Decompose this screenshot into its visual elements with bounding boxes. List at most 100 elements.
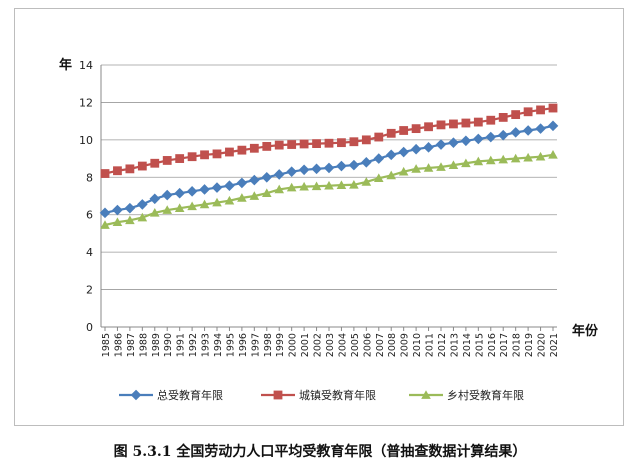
data-point (449, 119, 458, 129)
data-point (212, 149, 222, 159)
y-tick-label: 8 (86, 171, 93, 184)
data-point (274, 184, 285, 194)
legend-marker (421, 390, 431, 399)
data-point (125, 164, 135, 174)
x-tick-label: 2016 (487, 333, 498, 357)
data-point (224, 195, 235, 205)
legend-item-3: 乡村受教育年限 (409, 388, 524, 402)
data-point (485, 155, 496, 165)
data-point (348, 159, 360, 171)
x-tick-label: 2017 (499, 333, 510, 357)
x-tick-label: 1985 (101, 333, 112, 357)
data-point (548, 150, 558, 159)
data-point (386, 128, 396, 138)
data-point (261, 171, 273, 183)
x-tick-label: 1995 (225, 333, 236, 357)
data-point (349, 137, 359, 147)
data-point (312, 139, 321, 148)
data-point (386, 170, 397, 180)
data-point (336, 160, 347, 172)
y-tick-label: 10 (79, 134, 93, 147)
data-point (100, 220, 110, 229)
legend: 总受教育年限 城镇受教育年限 乡村受教育年限 (119, 388, 524, 402)
x-tick-label: 2001 (300, 333, 311, 357)
legend-item-1: 总受教育年限 (119, 388, 223, 402)
data-point (112, 217, 123, 227)
data-point (473, 156, 484, 166)
data-point (337, 138, 346, 148)
data-point (398, 166, 409, 176)
data-point (149, 208, 160, 217)
legend-label: 总受教育年限 (157, 388, 223, 402)
x-tick-label: 2013 (449, 333, 460, 357)
data-point (436, 120, 446, 130)
data-point (262, 142, 272, 151)
x-tick-label: 1992 (188, 333, 199, 357)
legend-marker (273, 390, 283, 400)
y-tick-label: 14 (79, 59, 93, 72)
data-point (374, 132, 384, 142)
data-point (523, 152, 533, 162)
data-point (510, 127, 521, 138)
x-tick-label: 1993 (201, 333, 212, 357)
data-point (199, 184, 210, 195)
data-point (187, 152, 197, 162)
data-point (324, 138, 334, 148)
data-point (212, 197, 222, 207)
data-point (149, 193, 161, 205)
x-axis-unit-label: 年份 (572, 323, 599, 339)
data-point (410, 143, 422, 155)
data-point (286, 182, 297, 192)
data-point (199, 199, 210, 209)
x-tick-label: 2020 (537, 333, 548, 357)
data-point (175, 154, 185, 163)
data-point (385, 149, 397, 161)
data-point (523, 107, 533, 117)
x-tick-label: 1996 (238, 333, 249, 357)
data-point (510, 153, 521, 163)
data-point (411, 164, 421, 173)
x-tick-label: 2010 (412, 333, 423, 357)
data-point (424, 122, 433, 132)
series-2 (100, 103, 558, 178)
data-point (535, 151, 546, 161)
data-point (361, 177, 372, 186)
data-point (411, 124, 421, 134)
chart-frame: 0 2 4 6 8 10 12 14 1985 1986 1987 1988 1989 1990 1991 1… (14, 8, 624, 426)
data-point (137, 199, 148, 210)
data-point (150, 158, 160, 168)
data-point (497, 129, 509, 141)
data-point (486, 115, 496, 125)
data-point (236, 177, 248, 189)
data-point (522, 125, 534, 136)
data-point (473, 117, 483, 127)
x-tick-label: 2008 (387, 333, 398, 357)
x-tick-label: 2002 (313, 333, 324, 357)
data-point (137, 161, 147, 171)
x-tick-label: 2018 (512, 333, 523, 357)
y-tick-label: 4 (86, 246, 93, 259)
data-point (125, 215, 135, 225)
data-point (361, 157, 372, 168)
data-point (113, 166, 122, 176)
data-point (435, 139, 447, 150)
x-tick-label: 1987 (126, 333, 137, 357)
data-point (237, 193, 247, 202)
data-point (498, 113, 508, 122)
data-point (423, 142, 434, 153)
data-point (485, 131, 497, 143)
x-tick-label: 2004 (337, 333, 348, 357)
x-tick-label: 1988 (138, 333, 149, 357)
data-point (99, 207, 111, 219)
x-tick-label: 1998 (263, 333, 274, 357)
x-tick-label: 2021 (549, 333, 560, 357)
data-point (124, 202, 136, 214)
figure-caption: 图 5.3.1 全国劳动力人口平均受教育年限（普抽查数据计算结果） (113, 444, 527, 460)
legend-label: 乡村受教育年限 (447, 388, 524, 402)
data-point (398, 146, 409, 158)
y-axis-unit-label: 年 (59, 57, 72, 73)
data-point (211, 182, 223, 193)
series-layer (99, 103, 559, 229)
